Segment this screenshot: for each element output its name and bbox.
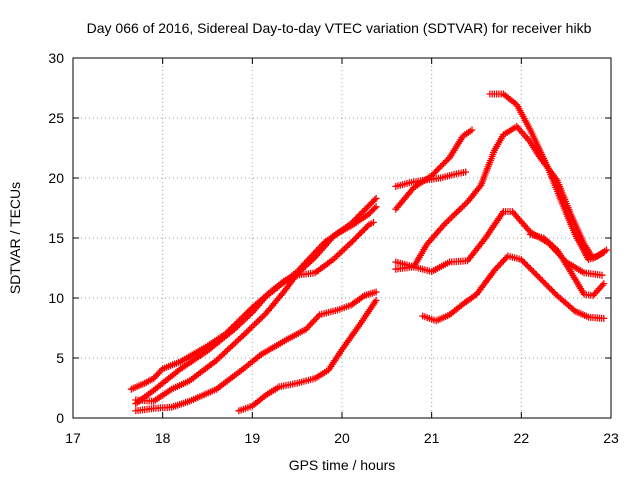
x-tick-label: 20 bbox=[334, 430, 350, 446]
y-tick-label: 0 bbox=[56, 410, 64, 426]
grid-lines bbox=[73, 58, 611, 418]
series-track-9 bbox=[392, 122, 608, 271]
series-markers bbox=[392, 168, 470, 190]
x-axis-label: GPS time / hours bbox=[289, 457, 396, 473]
y-axis-label: SDTVAR / TECUs bbox=[7, 182, 23, 294]
y-tick-label: 5 bbox=[56, 350, 64, 366]
axis-ticks: 17 18 19 20 21 22 23 0 5 10 15 20 25 30 bbox=[48, 50, 619, 446]
y-tick-label: 15 bbox=[48, 230, 64, 246]
series-markers bbox=[132, 288, 380, 415]
series-track-3 bbox=[132, 194, 380, 405]
y-tick-label: 25 bbox=[48, 110, 64, 126]
series-markers bbox=[392, 126, 476, 213]
series-track-5 bbox=[235, 296, 380, 415]
series-markers bbox=[486, 90, 610, 264]
series-track-12 bbox=[526, 230, 608, 300]
y-tick-label: 10 bbox=[48, 290, 64, 306]
x-tick-label: 22 bbox=[514, 430, 530, 446]
series-markers bbox=[392, 122, 608, 271]
x-tick-label: 19 bbox=[245, 430, 261, 446]
x-tick-label: 21 bbox=[424, 430, 440, 446]
series-track-6 bbox=[392, 168, 470, 190]
data-points bbox=[127, 90, 610, 415]
x-tick-label: 23 bbox=[603, 430, 619, 446]
series-markers bbox=[235, 296, 380, 415]
series-track-7 bbox=[392, 126, 476, 213]
series-markers bbox=[132, 194, 380, 405]
chart-title: Day 066 of 2016, Sidereal Day-to-day VTE… bbox=[87, 20, 592, 36]
series-track-4 bbox=[132, 288, 380, 415]
series-markers bbox=[419, 252, 608, 325]
series-markers bbox=[526, 230, 608, 300]
series-track-10 bbox=[486, 90, 610, 264]
x-tick-label: 18 bbox=[155, 430, 171, 446]
y-tick-label: 30 bbox=[48, 50, 64, 66]
series-track-11 bbox=[419, 252, 608, 325]
x-tick-label: 17 bbox=[65, 430, 81, 446]
y-tick-label: 20 bbox=[48, 170, 64, 186]
